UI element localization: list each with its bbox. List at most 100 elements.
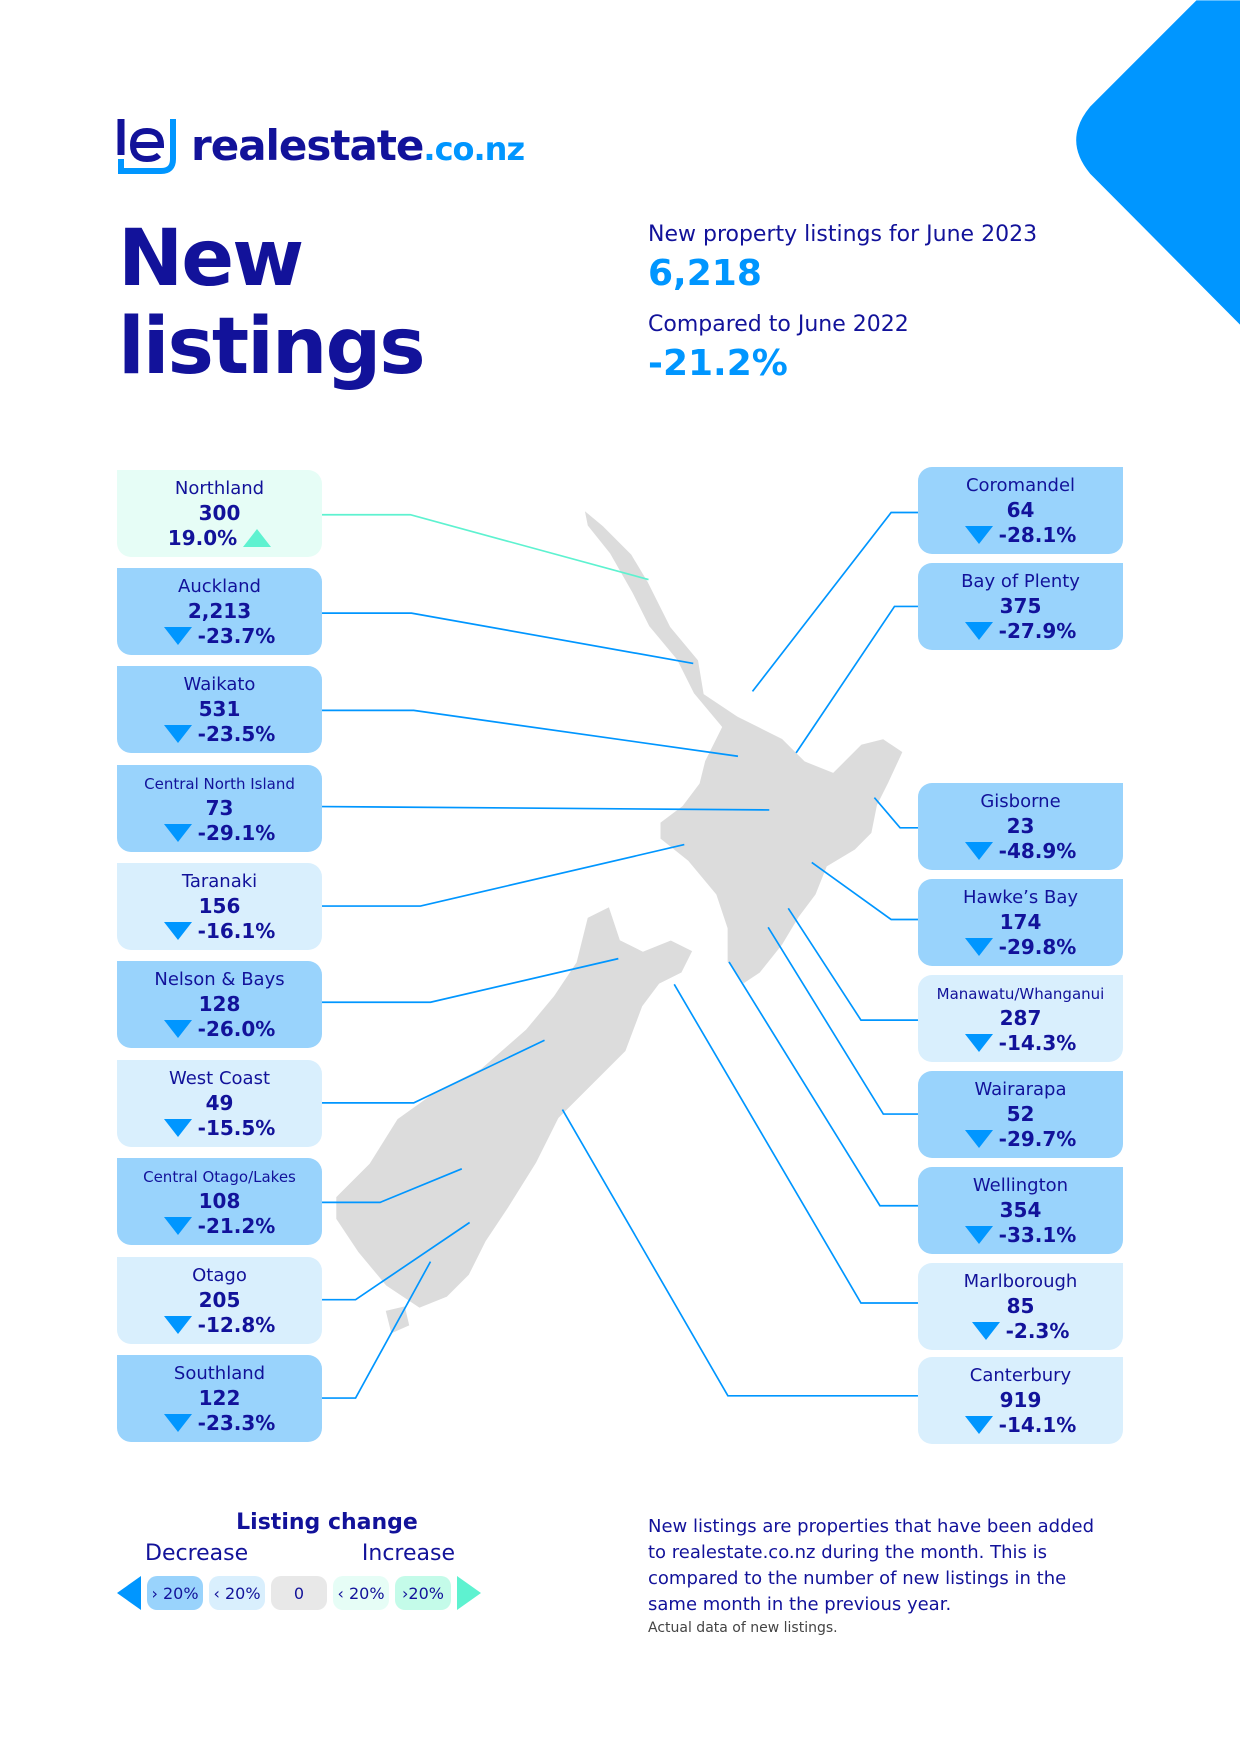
footnote: Actual data of new listings. bbox=[648, 1620, 838, 1636]
leader-marlborough bbox=[673, 983, 918, 1304]
region-box: Coromandel 64 -28.1% bbox=[918, 467, 1123, 554]
south-island-map bbox=[334, 904, 695, 1310]
region-change: -12.8% bbox=[197, 1313, 276, 1337]
arrow-left-icon bbox=[117, 1576, 141, 1610]
legend-chip-zero: 0 bbox=[271, 1576, 327, 1610]
decrease-triangle-icon bbox=[163, 922, 192, 940]
decrease-triangle-icon bbox=[964, 938, 993, 956]
decrease-triangle-icon bbox=[163, 1119, 192, 1137]
decrease-triangle-icon bbox=[163, 1020, 192, 1038]
explanatory-note: New listings are properties that have be… bbox=[648, 1516, 1095, 1615]
region-name: Waikato bbox=[183, 674, 256, 695]
region-change: -2.3% bbox=[1005, 1319, 1070, 1343]
legend-chip-mild-increase: ‹ 20% bbox=[333, 1576, 389, 1610]
region-name: Hawke’s Bay bbox=[963, 887, 1078, 908]
region-name: Wellington bbox=[972, 1175, 1069, 1196]
leader-lines bbox=[322, 511, 918, 1399]
leader-southland bbox=[322, 1261, 432, 1399]
region-name: Coromandel bbox=[965, 475, 1076, 496]
region-change: -14.1% bbox=[998, 1413, 1077, 1437]
region-name: Auckland bbox=[178, 576, 261, 597]
decrease-triangle-icon bbox=[964, 1034, 993, 1052]
region-count: 52 bbox=[1006, 1102, 1035, 1126]
decrease-triangle-icon bbox=[163, 1217, 192, 1235]
listings-value: 6,218 bbox=[648, 253, 762, 294]
brand-logo: realestate.co.nz bbox=[117, 115, 525, 175]
legend-chip-strong-increase: ›20% bbox=[395, 1576, 451, 1610]
legend-title: Listing change bbox=[236, 1510, 418, 1535]
region-change: -23.7% bbox=[197, 624, 276, 648]
region-change: -16.1% bbox=[197, 919, 276, 943]
region-box: Manawatu/Whanganui 287 -14.3% bbox=[918, 975, 1123, 1062]
decrease-triangle-icon bbox=[964, 526, 993, 544]
region-count: 2,213 bbox=[187, 599, 252, 623]
region-box: Central North Island 73 -29.1% bbox=[117, 765, 322, 852]
leader-bay-of-plenty bbox=[795, 605, 918, 754]
decrease-triangle-icon bbox=[964, 842, 993, 860]
leader-canterbury bbox=[561, 1109, 918, 1397]
region-count: 531 bbox=[198, 697, 241, 721]
leader-manawatu bbox=[787, 907, 918, 1021]
region-name: Otago bbox=[192, 1265, 247, 1286]
arrow-right-icon bbox=[457, 1576, 481, 1610]
region-change: -29.8% bbox=[998, 935, 1077, 959]
leader-northland bbox=[322, 513, 649, 581]
region-count: 64 bbox=[1006, 498, 1035, 522]
leader-central-north-island bbox=[322, 805, 770, 811]
region-box: Bay of Plenty 375 -27.9% bbox=[918, 563, 1123, 650]
region-box: Nelson & Bays 128 -26.0% bbox=[117, 961, 322, 1048]
region-change: -27.9% bbox=[998, 619, 1077, 643]
decrease-triangle-icon bbox=[163, 1414, 192, 1432]
region-change: -28.1% bbox=[998, 523, 1077, 547]
leader-taranaki bbox=[322, 843, 685, 907]
decrease-triangle-icon bbox=[163, 627, 192, 645]
compare-value: -21.2% bbox=[648, 343, 788, 384]
region-count: 300 bbox=[198, 501, 241, 525]
region-box: Canterbury 919 -14.1% bbox=[918, 1357, 1123, 1444]
leader-wairarapa bbox=[767, 926, 918, 1115]
region-box: Gisborne 23 -48.9% bbox=[918, 783, 1123, 870]
logo-mark-icon bbox=[117, 119, 176, 174]
region-count: 122 bbox=[198, 1386, 241, 1410]
region-change: -48.9% bbox=[998, 839, 1077, 863]
region-change: 19.0% bbox=[167, 526, 238, 550]
decrease-triangle-icon bbox=[971, 1322, 1000, 1340]
decrease-triangle-icon bbox=[964, 622, 993, 640]
leader-nelson bbox=[322, 957, 619, 1004]
leader-coromandel bbox=[751, 511, 918, 692]
region-count: 156 bbox=[198, 894, 241, 918]
brand-name: realestate.co.nz bbox=[191, 120, 525, 170]
leader-west-coast bbox=[322, 1039, 545, 1104]
north-island-map bbox=[582, 506, 905, 986]
leader-auckland bbox=[322, 612, 694, 665]
leader-central-otago bbox=[322, 1168, 463, 1204]
region-box: Otago 205 -12.8% bbox=[117, 1257, 322, 1344]
region-count: 85 bbox=[1006, 1294, 1035, 1318]
region-change: -23.5% bbox=[197, 722, 276, 746]
region-box: Taranaki 156 -16.1% bbox=[117, 863, 322, 950]
region-count: 108 bbox=[198, 1189, 241, 1213]
decrease-triangle-icon bbox=[964, 1416, 993, 1434]
compare-label: Compared to June 2022 bbox=[648, 312, 909, 337]
region-change: -29.7% bbox=[998, 1127, 1077, 1151]
region-change: -15.5% bbox=[197, 1116, 276, 1140]
leader-hawkes-bay bbox=[811, 861, 918, 921]
region-name: Bay of Plenty bbox=[961, 571, 1080, 592]
region-name: Gisborne bbox=[980, 791, 1061, 812]
region-count: 73 bbox=[205, 796, 234, 820]
region-box: Hawke’s Bay 174 -29.8% bbox=[918, 879, 1123, 966]
decrease-triangle-icon bbox=[163, 725, 192, 743]
region-change: -26.0% bbox=[197, 1017, 276, 1041]
region-box: Wellington 354 -33.1% bbox=[918, 1167, 1123, 1254]
region-box: Marlborough 85 -2.3% bbox=[918, 1263, 1123, 1350]
stewart-island-map bbox=[385, 1306, 410, 1334]
region-change: -29.1% bbox=[197, 821, 276, 845]
region-box: Auckland 2,213 -23.7% bbox=[117, 568, 322, 655]
region-name: Southland bbox=[173, 1363, 266, 1384]
region-count: 49 bbox=[205, 1091, 234, 1115]
leader-gisborne bbox=[873, 797, 918, 829]
decrease-triangle-icon bbox=[964, 1130, 993, 1148]
legend-increase: Increase bbox=[361, 1541, 455, 1566]
legend-decrease: Decrease bbox=[145, 1541, 249, 1566]
